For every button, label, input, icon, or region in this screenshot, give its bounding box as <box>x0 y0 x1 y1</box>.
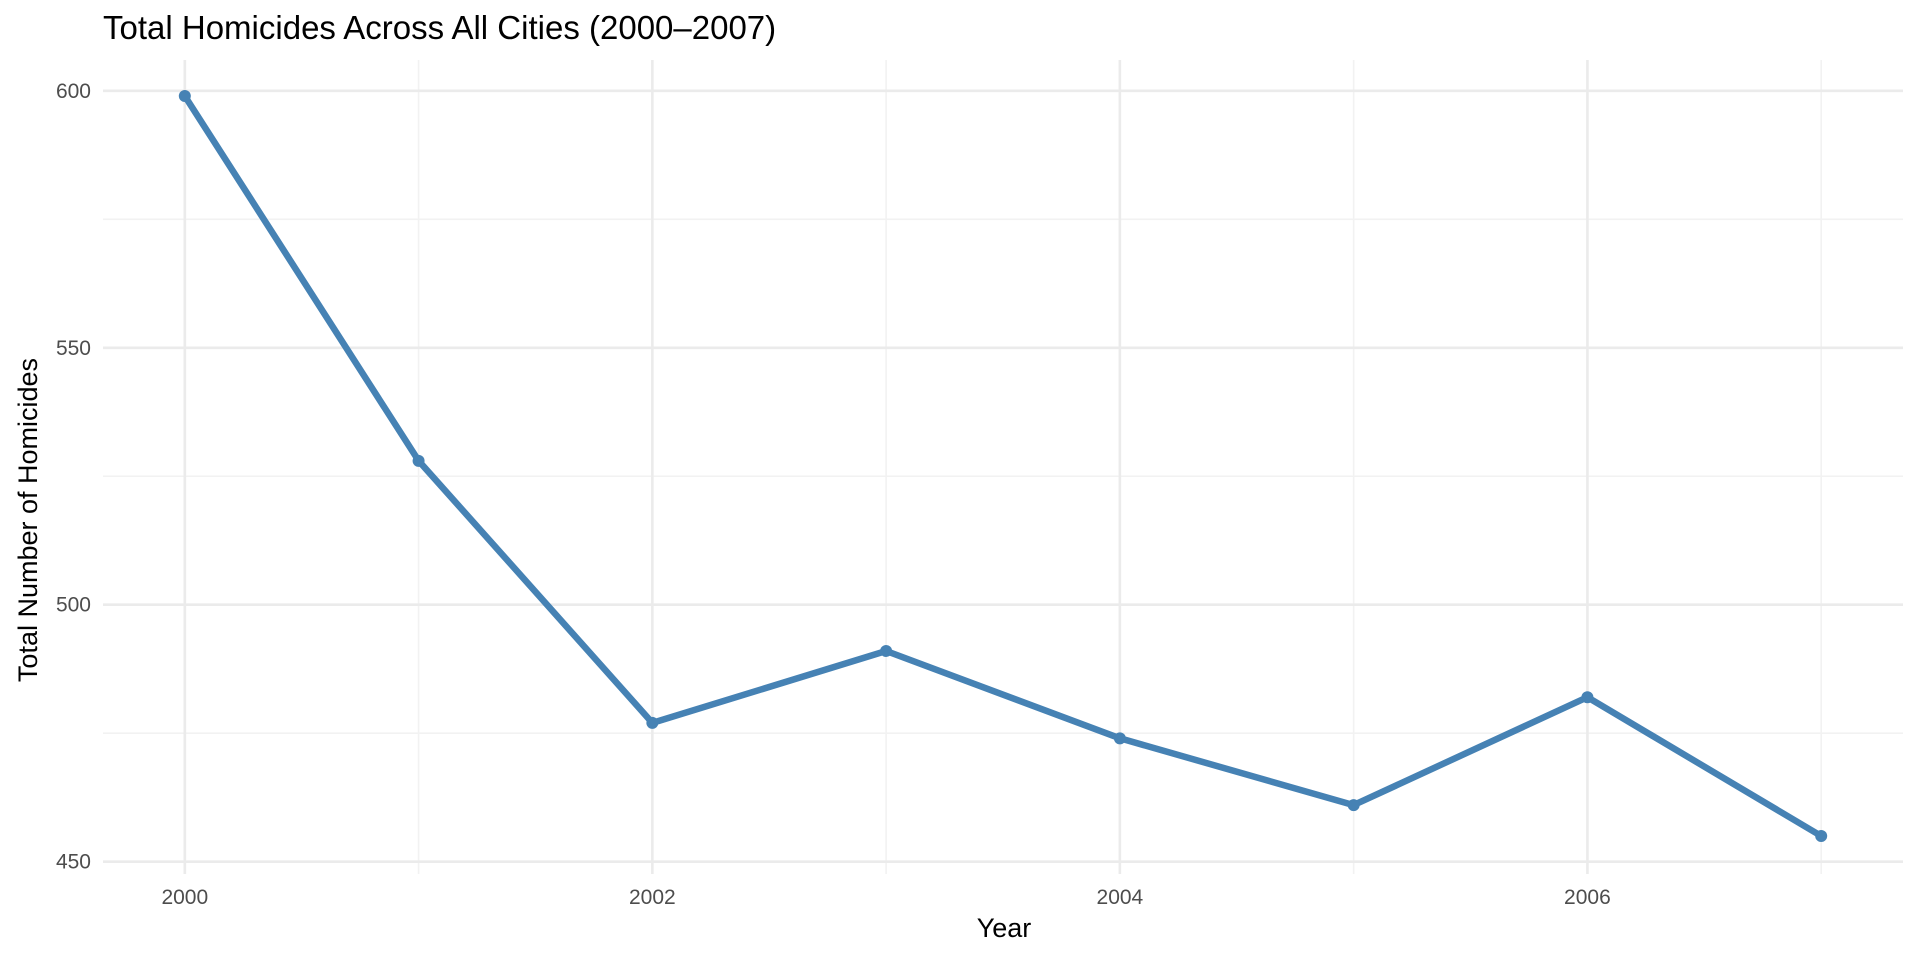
minor-gridlines <box>103 60 1903 874</box>
x-tick-label: 2000 <box>161 886 208 909</box>
data-point <box>412 454 425 467</box>
data-point <box>1581 691 1594 704</box>
data-point <box>880 644 893 657</box>
y-tick-label: 600 <box>56 80 91 103</box>
series-line <box>181 92 1825 840</box>
data-point <box>1815 829 1828 842</box>
y-tick-label: 550 <box>56 337 91 360</box>
series-layer <box>178 89 1828 842</box>
data-point <box>1113 732 1126 745</box>
chart-title: Total Homicides Across All Cities (2000–… <box>103 9 776 46</box>
y-tick-label: 500 <box>56 594 91 617</box>
x-tick-label: 2004 <box>1097 886 1144 909</box>
x-axis-tick-labels: 2000 2002 2004 2006 <box>161 886 1610 909</box>
y-axis-label: Total Number of Homicides <box>13 358 43 682</box>
y-axis-tick-labels: 450 500 550 600 <box>56 80 91 874</box>
x-tick-label: 2006 <box>1564 886 1611 909</box>
x-tick-label: 2002 <box>629 886 676 909</box>
data-point <box>646 716 659 729</box>
data-point <box>1347 799 1360 812</box>
x-axis-label: Year <box>977 913 1032 943</box>
y-tick-label: 450 <box>56 851 91 874</box>
data-point <box>178 89 191 102</box>
major-gridlines <box>103 60 1903 874</box>
